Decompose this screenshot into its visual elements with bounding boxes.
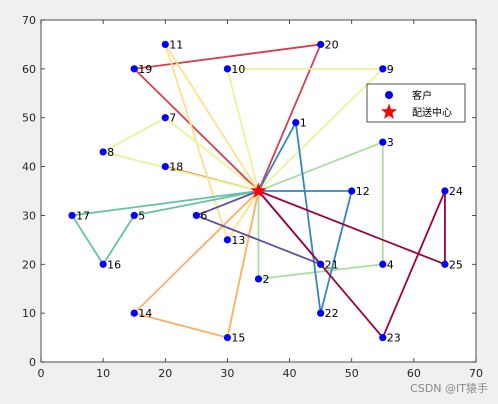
customer-point [192,211,200,220]
legend-marker-customer [385,91,393,99]
customer-point [99,148,107,156]
customer-point [99,260,107,268]
customer-label: 12 [356,185,370,198]
x-tick-label: 40 [283,367,297,380]
customer-point [161,162,169,171]
customer-label: 20 [325,38,339,51]
customer-label: 9 [387,63,394,76]
customer-label: 8 [107,146,114,159]
customer-point [441,260,449,268]
customer-label: 21 [325,258,339,271]
customer-label: 6 [200,209,207,222]
customer-label: 15 [231,332,245,345]
customer-point [379,333,387,342]
customer-label: 18 [169,161,183,174]
legend-label-customer: 客户 [412,89,432,102]
x-tick-label: 30 [220,367,234,380]
y-tick-label: 30 [22,209,36,222]
legend-marker-depot [380,103,398,119]
customer-point [317,260,325,268]
customer-point [441,187,449,195]
customer-label: 17 [76,209,90,222]
customer-label: 3 [387,136,394,149]
legend-label-depot: 配送中心 [412,106,452,119]
customer-point [254,275,263,283]
x-tick-label: 0 [38,367,45,380]
customer-label: 7 [169,112,176,125]
axes-box [40,19,477,363]
customer-point [68,211,76,220]
customer-point [130,65,138,73]
customer-point [223,333,232,342]
watermark: CSDN @IT猿手 [410,382,488,395]
customer-point [379,65,387,73]
x-tick-label: 70 [469,367,483,380]
route-line-6 [102,116,260,192]
legend-box [366,83,466,123]
y-tick-label: 60 [22,63,36,76]
customer-label: 24 [449,185,463,198]
customer-label: 11 [169,38,183,51]
route-line-1 [133,43,322,192]
customer-label: 10 [231,63,245,76]
y-tick-label: 0 [29,356,36,369]
y-tick-label: 50 [22,112,36,125]
y-tick-label: 70 [22,14,36,27]
customer-point [379,138,387,146]
x-tick-label: 10 [96,367,110,380]
customer-point [379,260,387,268]
customer-label: 22 [325,307,339,320]
customer-label: 5 [138,209,145,222]
customer-label: 2 [263,273,270,286]
customer-label: 4 [387,258,394,271]
customer-label: 16 [107,258,121,271]
customer-label: 13 [231,234,245,247]
customer-point [348,187,356,195]
route-line-3 [133,190,260,339]
customer-label: 1 [300,117,307,130]
y-tick-label: 10 [22,307,36,320]
customer-point [223,65,232,73]
x-tick-label: 60 [407,367,421,380]
customer-point [292,119,300,127]
customer-point [161,40,169,49]
customer-label: 23 [387,332,401,345]
customer-point [130,309,138,317]
customer-point [223,236,232,244]
x-tick-label: 20 [158,367,172,380]
customer-point [317,40,325,49]
customer-label: 25 [449,258,463,271]
route-line-5 [226,67,384,192]
customer-label: 19 [138,63,152,76]
x-tick-label: 50 [345,367,359,380]
customer-point [130,211,138,220]
customer-point [161,114,169,122]
customer-label: 14 [138,307,152,320]
y-tick-label: 40 [22,161,36,174]
y-tick-label: 20 [22,258,36,271]
depot-star [250,182,267,198]
customer-point [317,309,325,317]
